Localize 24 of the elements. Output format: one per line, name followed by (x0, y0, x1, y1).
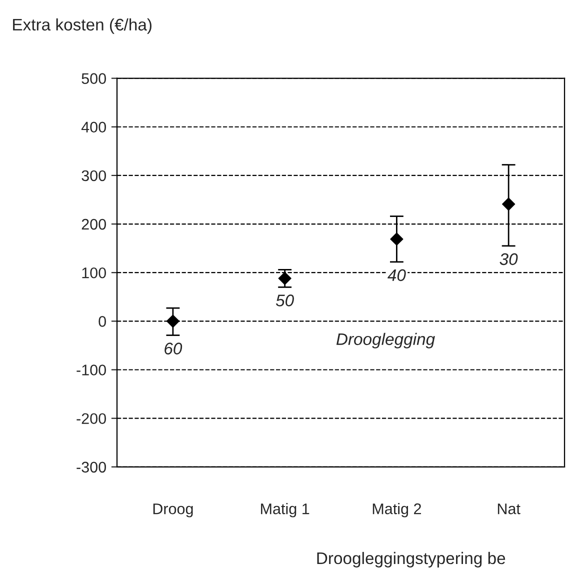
point (502, 198, 516, 211)
y-tick-label: 200 (82, 218, 106, 230)
y-tick-label: 500 (82, 73, 106, 84)
point (278, 272, 292, 285)
y-tick-label: -200 (76, 413, 106, 424)
annotation: Drooglegging (336, 332, 435, 348)
annotation: 60 (164, 342, 182, 354)
point (390, 232, 404, 246)
annotation: 30 (500, 253, 518, 266)
y-tick-label: 0 (98, 316, 106, 327)
x-tick-label: Matig 2 (372, 503, 421, 518)
annotation: 50 (276, 294, 294, 306)
x-axis-title: Droogleggingstypering be (317, 552, 506, 568)
point (166, 314, 180, 328)
y-tick-label: 300 (82, 170, 106, 182)
x-tick-label: Matig 1 (261, 503, 310, 518)
y-tick-label: -100 (76, 364, 106, 376)
y-tick-label: 400 (81, 122, 106, 133)
annotation: 40 (388, 269, 406, 282)
y-axis-title: Extra kosten (€/ha) (13, 18, 152, 34)
y-tick-label: 100 (82, 267, 106, 278)
x-tick-label: Droog (153, 504, 193, 518)
y-tick-label: -300 (76, 462, 106, 473)
x-tick-label: Nat (498, 504, 520, 514)
